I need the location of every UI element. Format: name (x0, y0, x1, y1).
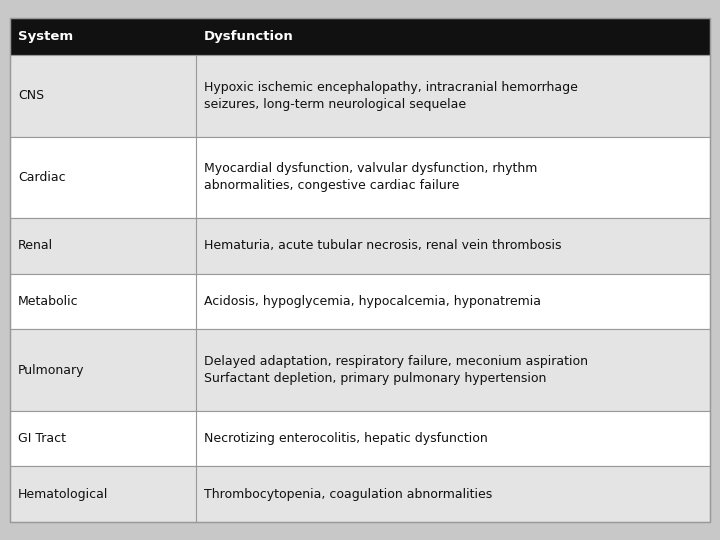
Bar (10, 467, 710, 522)
Text: Dysfunction: Dysfunction (204, 30, 293, 43)
Text: Renal: Renal (18, 239, 53, 252)
Text: Cardiac: Cardiac (18, 171, 66, 184)
Text: CNS: CNS (18, 89, 44, 102)
Text: Acidosis, hypoglycemia, hypocalcemia, hyponatremia: Acidosis, hypoglycemia, hypocalcemia, hy… (204, 295, 541, 308)
Bar (10, 411, 710, 467)
Text: Hypoxic ischemic encephalopathy, intracranial hemorrhage
seizures, long-term neu: Hypoxic ischemic encephalopathy, intracr… (204, 81, 577, 111)
Text: Metabolic: Metabolic (18, 295, 78, 308)
Text: System: System (18, 30, 73, 43)
Text: GI Tract: GI Tract (18, 432, 66, 445)
Bar (10, 55, 710, 137)
Text: Pulmonary: Pulmonary (18, 363, 84, 376)
Text: Hematuria, acute tubular necrosis, renal vein thrombosis: Hematuria, acute tubular necrosis, renal… (204, 239, 561, 252)
Bar (10, 137, 710, 218)
Bar (10, 18, 710, 55)
Bar (10, 218, 710, 274)
Bar (10, 274, 710, 329)
Text: Necrotizing enterocolitis, hepatic dysfunction: Necrotizing enterocolitis, hepatic dysfu… (204, 432, 487, 445)
Bar (10, 329, 710, 411)
Text: Hematological: Hematological (18, 488, 109, 501)
Text: Delayed adaptation, respiratory failure, meconium aspiration
Surfactant depletio: Delayed adaptation, respiratory failure,… (204, 355, 588, 385)
Text: Myocardial dysfunction, valvular dysfunction, rhythm
abnormalities, congestive c: Myocardial dysfunction, valvular dysfunc… (204, 163, 537, 192)
Text: Thrombocytopenia, coagulation abnormalities: Thrombocytopenia, coagulation abnormalit… (204, 488, 492, 501)
